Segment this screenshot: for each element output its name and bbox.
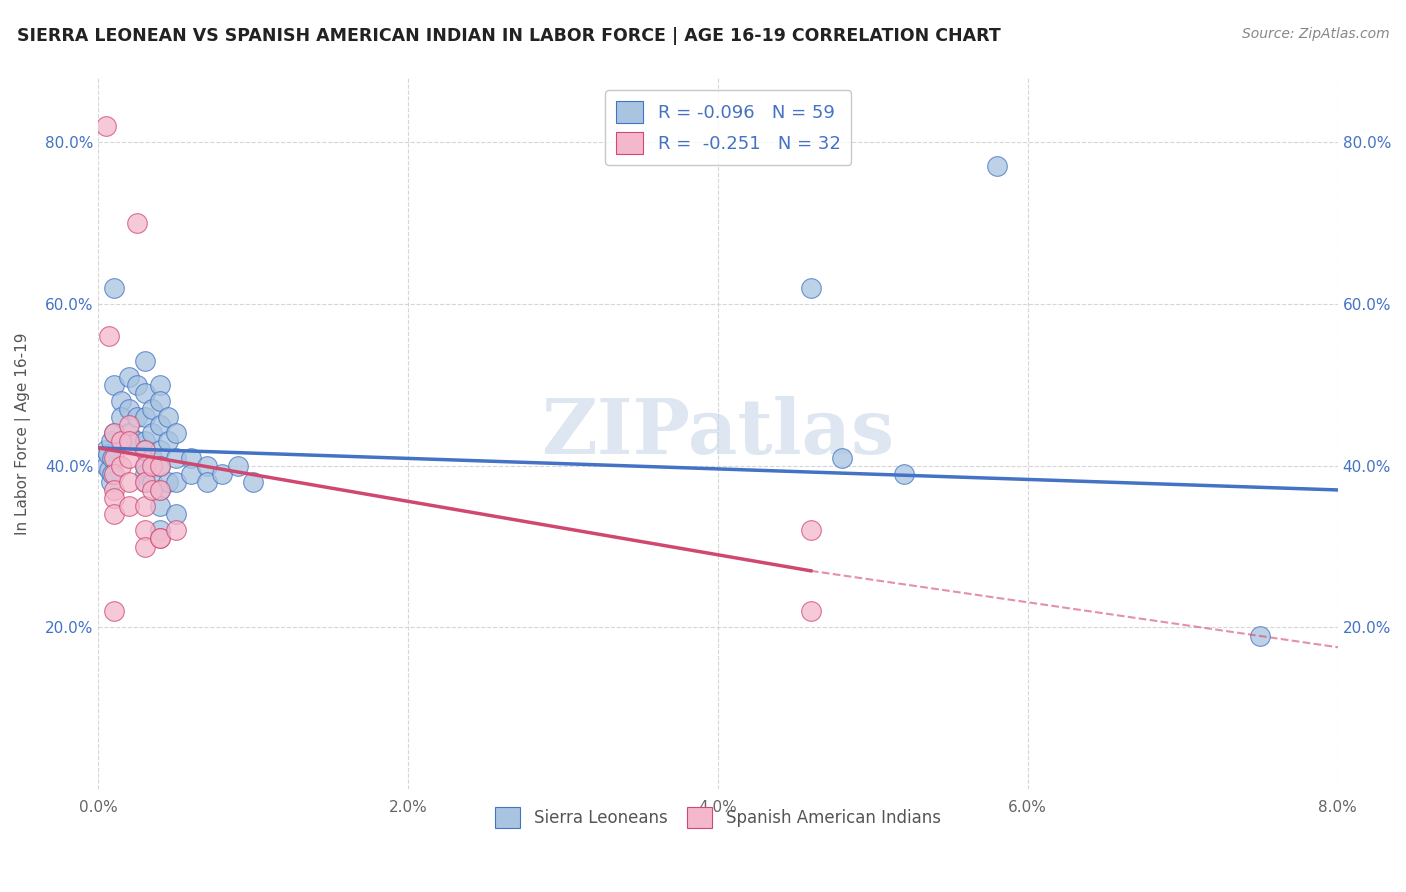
Point: [149, 483, 172, 497]
Point: [100, 475, 122, 489]
Point: [165, 524, 187, 538]
Point: [98, 329, 121, 343]
Point: [149, 532, 172, 546]
Point: [94, 442, 117, 457]
Point: [141, 426, 163, 441]
Point: [149, 394, 172, 409]
Point: [226, 458, 249, 473]
Point: [180, 467, 202, 481]
Point: [134, 475, 156, 489]
Point: [156, 434, 179, 449]
Point: [103, 281, 125, 295]
Point: [141, 483, 163, 497]
Point: [96, 446, 118, 460]
Point: [156, 410, 179, 425]
Point: [98, 463, 121, 477]
Point: [134, 540, 156, 554]
Point: [134, 385, 156, 400]
Point: [800, 281, 823, 295]
Point: [103, 467, 125, 481]
Text: ZIPatlas: ZIPatlas: [541, 396, 894, 470]
Point: [118, 499, 141, 513]
Point: [134, 434, 156, 449]
Point: [134, 458, 156, 473]
Point: [134, 442, 156, 457]
Point: [149, 458, 172, 473]
Point: [103, 426, 125, 441]
Point: [149, 458, 172, 473]
Point: [94, 119, 117, 133]
Point: [141, 402, 163, 417]
Y-axis label: In Labor Force | Age 16-19: In Labor Force | Age 16-19: [15, 332, 31, 534]
Text: Source: ZipAtlas.com: Source: ZipAtlas.com: [1241, 27, 1389, 41]
Point: [195, 475, 218, 489]
Point: [103, 483, 125, 497]
Point: [893, 467, 915, 481]
Point: [149, 532, 172, 546]
Point: [103, 604, 125, 618]
Point: [110, 410, 132, 425]
Point: [125, 377, 148, 392]
Point: [134, 353, 156, 368]
Point: [118, 426, 141, 441]
Point: [165, 507, 187, 521]
Point: [110, 458, 132, 473]
Text: SIERRA LEONEAN VS SPANISH AMERICAN INDIAN IN LABOR FORCE | AGE 16-19 CORRELATION: SIERRA LEONEAN VS SPANISH AMERICAN INDIA…: [17, 27, 1001, 45]
Point: [100, 434, 122, 449]
Point: [149, 418, 172, 433]
Point: [103, 491, 125, 505]
Point: [118, 450, 141, 465]
Point: [165, 426, 187, 441]
Point: [125, 410, 148, 425]
Point: [125, 216, 148, 230]
Point: [101, 467, 124, 481]
Point: [94, 458, 117, 473]
Point: [831, 450, 853, 465]
Point: [118, 475, 141, 489]
Point: [800, 604, 823, 618]
Point: [118, 402, 141, 417]
Point: [134, 475, 156, 489]
Point: [195, 458, 218, 473]
Point: [134, 467, 156, 481]
Legend: Sierra Leoneans, Spanish American Indians: Sierra Leoneans, Spanish American Indian…: [488, 801, 948, 834]
Point: [149, 524, 172, 538]
Point: [118, 434, 141, 449]
Point: [149, 499, 172, 513]
Point: [125, 434, 148, 449]
Point: [986, 160, 1008, 174]
Point: [1249, 628, 1271, 642]
Point: [134, 499, 156, 513]
Point: [134, 524, 156, 538]
Point: [103, 507, 125, 521]
Point: [134, 410, 156, 425]
Point: [165, 475, 187, 489]
Point: [156, 475, 179, 489]
Point: [134, 442, 156, 457]
Point: [165, 450, 187, 465]
Point: [149, 442, 172, 457]
Point: [149, 377, 172, 392]
Point: [242, 475, 264, 489]
Point: [180, 450, 202, 465]
Point: [110, 434, 132, 449]
Point: [101, 450, 124, 465]
Point: [211, 467, 233, 481]
Point: [103, 377, 125, 392]
Point: [103, 450, 125, 465]
Point: [118, 418, 141, 433]
Point: [149, 483, 172, 497]
Point: [141, 450, 163, 465]
Point: [118, 369, 141, 384]
Point: [141, 475, 163, 489]
Point: [118, 434, 141, 449]
Point: [134, 458, 156, 473]
Point: [800, 524, 823, 538]
Point: [103, 426, 125, 441]
Point: [110, 394, 132, 409]
Point: [141, 458, 163, 473]
